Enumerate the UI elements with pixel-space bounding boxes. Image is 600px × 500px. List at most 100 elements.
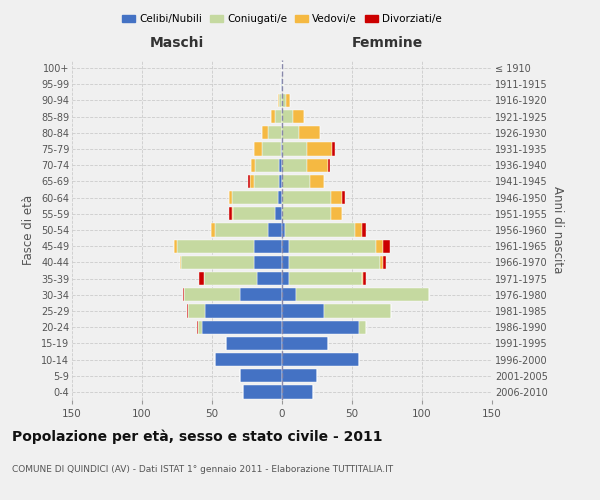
Bar bbox=[187, 304, 188, 318]
Bar bbox=[289, 240, 376, 253]
Bar bbox=[254, 240, 282, 253]
Bar bbox=[299, 126, 320, 140]
Bar bbox=[202, 320, 282, 334]
Bar bbox=[282, 126, 299, 140]
Bar bbox=[363, 272, 366, 285]
Text: COMUNE DI QUINDICI (AV) - Dati ISTAT 1° gennaio 2011 - Elaborazione TUTTITALIA.I: COMUNE DI QUINDICI (AV) - Dati ISTAT 1° … bbox=[12, 465, 393, 474]
Bar bbox=[279, 94, 282, 107]
Bar bbox=[282, 256, 289, 269]
Bar bbox=[282, 78, 283, 91]
Bar bbox=[282, 94, 286, 107]
Bar bbox=[362, 272, 363, 285]
Bar bbox=[177, 240, 254, 253]
Bar bbox=[181, 256, 254, 269]
Y-axis label: Fasce di età: Fasce di età bbox=[22, 195, 35, 265]
Bar bbox=[232, 191, 278, 204]
Bar bbox=[331, 207, 342, 220]
Bar bbox=[262, 126, 268, 140]
Bar bbox=[282, 224, 285, 236]
Bar bbox=[282, 142, 307, 156]
Bar bbox=[205, 304, 282, 318]
Legend: Celibi/Nubili, Coniugati/e, Vedovi/e, Divorziati/e: Celibi/Nubili, Coniugati/e, Vedovi/e, Di… bbox=[118, 10, 446, 29]
Bar bbox=[282, 353, 359, 366]
Bar bbox=[281, 142, 282, 156]
Bar bbox=[188, 304, 205, 318]
Bar bbox=[282, 272, 289, 285]
Bar bbox=[257, 272, 282, 285]
Bar bbox=[279, 158, 282, 172]
Bar bbox=[282, 191, 331, 204]
Bar bbox=[279, 175, 282, 188]
Bar bbox=[248, 175, 250, 188]
Bar bbox=[198, 320, 202, 334]
Bar bbox=[278, 94, 279, 107]
Bar bbox=[199, 272, 203, 285]
Bar bbox=[197, 320, 198, 334]
Bar bbox=[281, 78, 282, 91]
Bar bbox=[383, 256, 386, 269]
Bar bbox=[203, 272, 257, 285]
Bar bbox=[233, 207, 275, 220]
Bar bbox=[180, 256, 181, 269]
Bar bbox=[286, 94, 290, 107]
Bar bbox=[275, 110, 282, 124]
Bar bbox=[268, 224, 282, 236]
Bar bbox=[229, 207, 232, 220]
Bar bbox=[282, 320, 359, 334]
Bar bbox=[256, 158, 279, 172]
Text: Femmine: Femmine bbox=[352, 36, 422, 51]
Bar bbox=[282, 304, 324, 318]
Bar bbox=[376, 240, 383, 253]
Bar bbox=[282, 240, 289, 253]
Bar bbox=[328, 158, 329, 172]
Y-axis label: Anni di nascita: Anni di nascita bbox=[551, 186, 565, 274]
Bar bbox=[293, 110, 304, 124]
Bar bbox=[250, 175, 254, 188]
Bar bbox=[282, 336, 328, 350]
Bar bbox=[215, 224, 268, 236]
Bar bbox=[226, 336, 282, 350]
Bar bbox=[182, 288, 184, 302]
Bar bbox=[282, 369, 317, 382]
Bar bbox=[184, 288, 240, 302]
Bar bbox=[275, 207, 282, 220]
Bar bbox=[254, 256, 282, 269]
Bar bbox=[282, 158, 307, 172]
Bar bbox=[331, 191, 342, 204]
Bar bbox=[282, 386, 313, 398]
Bar bbox=[174, 240, 177, 253]
Bar bbox=[282, 175, 310, 188]
Bar bbox=[285, 224, 355, 236]
Bar bbox=[282, 288, 296, 302]
Bar bbox=[240, 288, 282, 302]
Bar bbox=[324, 304, 391, 318]
Bar bbox=[243, 386, 282, 398]
Bar bbox=[307, 142, 332, 156]
Bar bbox=[232, 207, 233, 220]
Bar bbox=[383, 240, 390, 253]
Bar bbox=[342, 191, 345, 204]
Text: Popolazione per età, sesso e stato civile - 2011: Popolazione per età, sesso e stato civil… bbox=[12, 430, 383, 444]
Bar bbox=[282, 207, 331, 220]
Bar bbox=[310, 175, 324, 188]
Bar bbox=[215, 353, 282, 366]
Bar bbox=[271, 110, 275, 124]
Bar bbox=[229, 191, 232, 204]
Bar bbox=[307, 158, 328, 172]
Bar bbox=[262, 142, 281, 156]
Bar bbox=[362, 224, 366, 236]
Text: Maschi: Maschi bbox=[150, 36, 204, 51]
Bar bbox=[282, 110, 293, 124]
Bar bbox=[332, 142, 335, 156]
Bar bbox=[251, 158, 256, 172]
Bar bbox=[254, 175, 279, 188]
Bar bbox=[289, 256, 380, 269]
Bar bbox=[289, 272, 362, 285]
Bar bbox=[380, 256, 383, 269]
Bar bbox=[240, 369, 282, 382]
Bar bbox=[296, 288, 429, 302]
Bar bbox=[359, 320, 366, 334]
Bar bbox=[278, 191, 282, 204]
Bar bbox=[254, 142, 262, 156]
Bar bbox=[211, 224, 215, 236]
